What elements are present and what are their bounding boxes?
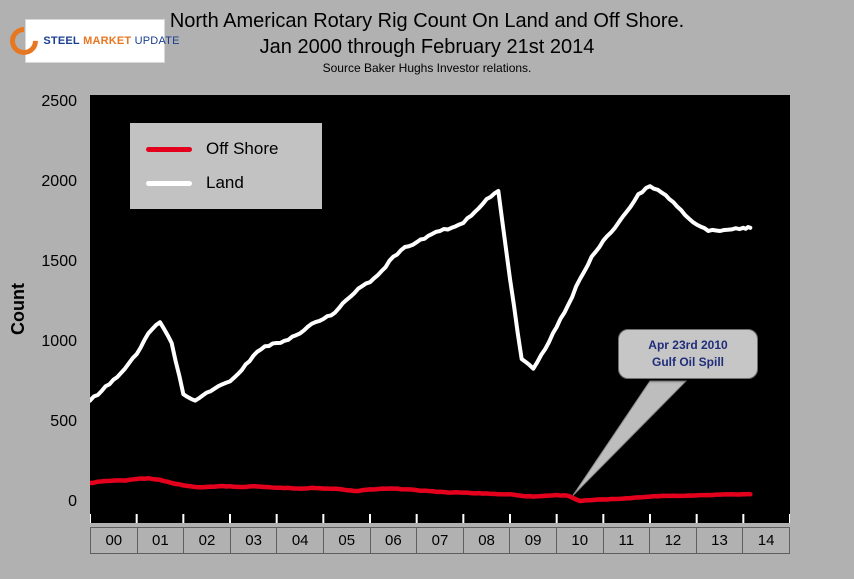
legend-label-offshore: Off Shore <box>206 139 279 158</box>
legend-label-land: Land <box>206 173 244 192</box>
chart-subtitle: Jan 2000 through February 21st 2014 <box>259 36 595 58</box>
header: North American Rotary Rig Count On Land … <box>0 8 854 76</box>
y-tick-label: 1500 <box>41 253 77 270</box>
y-tick-label: 2000 <box>41 173 77 190</box>
logo-word-update: UPDATE <box>134 35 180 47</box>
plot-area: Off Shore Land Apr 23rd 2010 Gulf Oil Sp… <box>90 95 790 523</box>
logo-text: STEEL MARKET UPDATE <box>43 35 179 47</box>
chart-title: North American Rotary Rig Count On Land … <box>169 10 685 32</box>
annotation-line1: Apr 23rd 2010 <box>648 338 728 352</box>
legend-swatch-land <box>146 180 192 186</box>
x-axis-year-label: 05 <box>322 527 371 554</box>
x-axis-labels: 00 01 02 03 04 05 06 07 08 09 10 11 12 13 14 <box>90 527 790 554</box>
legend-item-offshore: Off Shore <box>146 139 322 159</box>
y-tick-label: 0 <box>68 493 77 510</box>
legend-item-land: Land <box>146 173 322 193</box>
legend-swatch-offshore <box>146 146 192 152</box>
y-tick-label: 1000 <box>41 333 77 350</box>
x-axis-year-label: 01 <box>136 527 185 554</box>
annotation-callout: Apr 23rd 2010 Gulf Oil Spill <box>618 329 758 379</box>
x-axis-year-label: 12 <box>649 527 697 554</box>
x-axis-year-label: 07 <box>416 527 464 554</box>
annotation-pointer <box>572 380 688 496</box>
x-axis-year-label: 06 <box>369 527 418 554</box>
legend: Off Shore Land <box>130 123 322 209</box>
x-axis-year-label: 11 <box>602 527 651 554</box>
x-axis-year-label: 14 <box>742 527 790 554</box>
logo-word-steel: STEEL <box>43 35 80 47</box>
annotation-line2: Gulf Oil Spill <box>652 355 724 369</box>
chart-canvas <box>90 184 790 523</box>
x-axis-year-label: 02 <box>183 527 231 554</box>
logo-word-market: MARKET <box>83 35 132 47</box>
logo: STEEL MARKET UPDATE <box>4 20 179 62</box>
y-axis-tick-labels: 0 500 1000 1500 2000 2500 <box>0 93 84 523</box>
x-axis-year-label: 00 <box>90 527 138 554</box>
x-axis-year-label: 08 <box>462 527 511 554</box>
x-axis-year-label: 09 <box>509 527 557 554</box>
chart-source: Source Baker Hughs Investor relations. <box>322 61 532 75</box>
x-axis-year-label: 10 <box>555 527 604 554</box>
x-axis-year-label: 03 <box>229 527 278 554</box>
x-axis-year-label: 13 <box>695 527 744 554</box>
y-tick-label: 2500 <box>41 93 77 110</box>
series-line-off-shore <box>90 475 753 504</box>
x-axis-year-label: 04 <box>276 527 324 554</box>
series-line-land <box>90 184 753 403</box>
y-tick-label: 500 <box>50 413 77 430</box>
